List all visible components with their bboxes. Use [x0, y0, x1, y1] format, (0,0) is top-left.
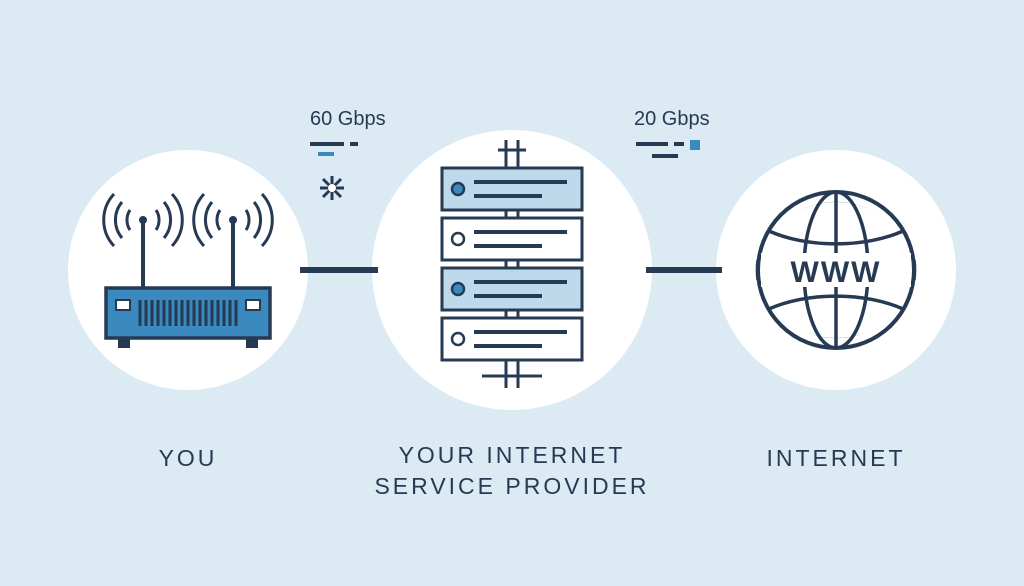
node-isp-circle	[372, 130, 652, 410]
speed-anim-left-icon	[300, 136, 390, 206]
svg-text:WWW: WWW	[791, 256, 882, 289]
router-icon	[88, 180, 288, 360]
node-isp-label: YOUR INTERNET SERVICE PROVIDER	[352, 440, 672, 502]
node-you-label: YOU	[28, 443, 348, 474]
node-internet-circle: WWW	[716, 150, 956, 390]
connector-you-isp	[300, 267, 378, 273]
server-rack-icon	[412, 140, 612, 400]
connector-isp-internet	[646, 267, 722, 273]
globe-www-icon: WWW	[741, 175, 931, 365]
node-you-circle	[68, 150, 308, 390]
speed-left-label: 60 Gbps	[310, 108, 386, 131]
speed-anim-right-icon	[628, 136, 728, 166]
node-internet-label: INTERNET	[676, 443, 996, 474]
speed-right-label: 20 Gbps	[634, 108, 710, 131]
